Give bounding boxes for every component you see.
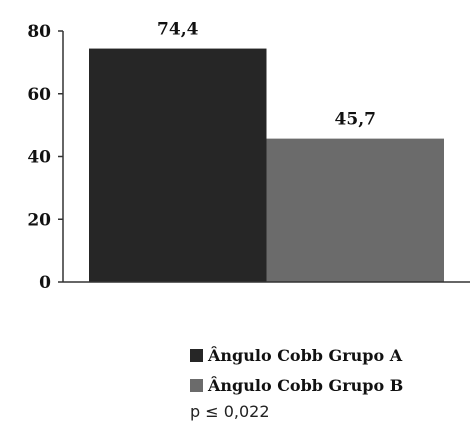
bars	[89, 48, 444, 282]
y-axis-ticks: 0 20 40 60 80	[27, 22, 63, 293]
y-tick-label: 0	[39, 273, 51, 293]
bar-b	[266, 138, 444, 282]
bar-chart: 0 20 40 60 80 74,4 45,7	[27, 20, 470, 293]
data-labels: 74,4 45,7	[157, 20, 376, 130]
data-label-a: 74,4	[157, 20, 199, 40]
data-label-b: 45,7	[335, 110, 376, 130]
y-tick-label: 20	[27, 210, 51, 230]
y-tick-label: 40	[27, 148, 51, 168]
legend: Ângulo Cobb Grupo A Ângulo Cobb Grupo B	[190, 340, 403, 400]
p-value-note: p ≤ 0,022	[190, 402, 270, 421]
y-tick-label: 80	[27, 22, 51, 42]
legend-item-a: Ângulo Cobb Grupo A	[190, 340, 403, 370]
legend-swatch-a	[190, 348, 203, 362]
legend-swatch-b	[190, 378, 203, 392]
bar-a	[89, 48, 267, 282]
legend-label-b: Ângulo Cobb Grupo B	[208, 375, 404, 395]
legend-label-a: Ângulo Cobb Grupo A	[208, 345, 403, 365]
legend-item-b: Ângulo Cobb Grupo B	[190, 370, 403, 400]
y-tick-label: 60	[27, 85, 51, 105]
